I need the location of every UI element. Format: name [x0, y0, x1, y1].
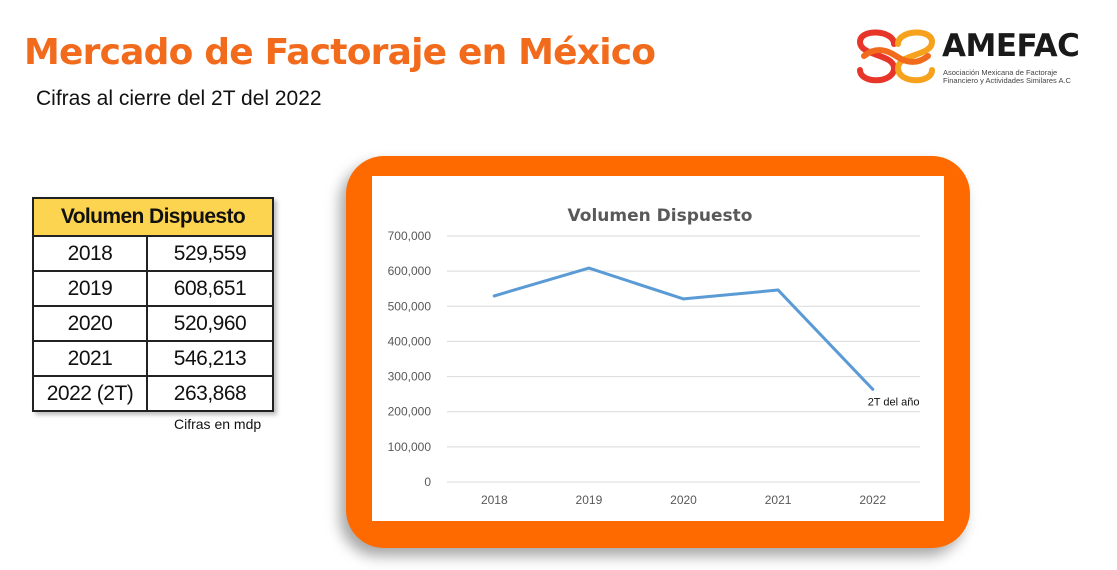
table-value-cell: 546,213: [146, 340, 274, 377]
series-line: [492, 266, 875, 391]
logo-wordmark: AMEFAC: [942, 28, 1080, 64]
table-row: 2020 520,960: [32, 305, 274, 342]
y-tick-label: 600,000: [388, 264, 432, 278]
table-value-cell: 608,651: [146, 270, 274, 307]
x-tick-label: 2022: [859, 493, 886, 507]
amefac-logo: AMEFAC Asociación Mexicana de Factoraje …: [854, 26, 1094, 90]
page-subtitle: Cifras al cierre del 2T del 2022: [36, 87, 322, 110]
table-year-cell: 2020: [32, 305, 148, 342]
chart-area: Volumen Dispuesto 0 100,000 200,000 300,000…: [372, 176, 944, 521]
logo-tagline: Asociación Mexicana de Factoraje Financi…: [943, 68, 1071, 85]
y-tick-label: 400,000: [388, 334, 432, 348]
volume-table: Volumen Dispuesto 2018 529,559 2019 608,…: [32, 197, 274, 412]
table-year-cell: 2018: [32, 235, 148, 272]
data-point: [587, 266, 591, 270]
table-value-cell: 529,559: [146, 235, 274, 272]
table-value-cell: 263,868: [146, 375, 274, 412]
y-tick-label: 0: [424, 475, 431, 489]
data-point: [682, 297, 685, 301]
table-row: 2021 546,213: [32, 340, 274, 377]
x-tick-label: 2021: [765, 493, 792, 507]
table-header: Volumen Dispuesto: [32, 197, 274, 237]
y-tick-label: 100,000: [388, 440, 432, 454]
x-tick-label: 2018: [481, 493, 508, 507]
table-row: 2022 (2T) 263,868: [32, 375, 274, 412]
data-point: [776, 288, 780, 292]
data-point: [871, 387, 875, 391]
chart-title: Volumen Dispuesto: [568, 206, 753, 226]
table-units-note: Cifras en mdp: [174, 416, 262, 432]
chart-annotation: 2T del año: [868, 396, 920, 408]
y-tick-label: 200,000: [388, 405, 432, 419]
line-chart: Volumen Dispuesto 0 100,000 200,000 300,000…: [388, 206, 920, 507]
x-tick-label: 2019: [576, 493, 603, 507]
table-value-cell: 520,960: [146, 305, 274, 342]
y-tick-label: 300,000: [388, 370, 432, 384]
table-row: 2018 529,559: [32, 235, 274, 272]
y-tick-label: 700,000: [388, 229, 432, 243]
page-title: Mercado de Factoraje en México: [24, 32, 656, 73]
table-row: 2019 608,651: [32, 270, 274, 307]
amefac-logo-icon: [856, 29, 936, 84]
table-year-cell: 2019: [32, 270, 148, 307]
table-year-cell: 2022 (2T): [32, 375, 148, 412]
chart-frame: Volumen Dispuesto 0 100,000 200,000 300,000…: [346, 156, 970, 548]
y-tick-label: 500,000: [388, 299, 432, 313]
x-tick-label: 2020: [670, 493, 697, 507]
data-point: [492, 294, 496, 298]
table-year-cell: 2021: [32, 340, 148, 377]
